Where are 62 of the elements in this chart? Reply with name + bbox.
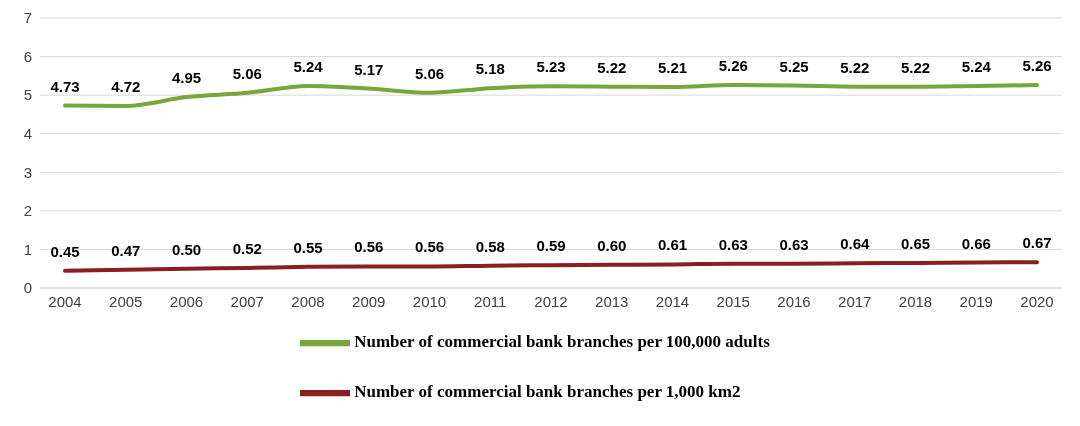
x-tick-label: 2015 (716, 292, 750, 310)
line-series (63, 260, 1039, 273)
legend-label: Number of commercial bank branches per 1,000 km2 (354, 381, 741, 401)
data-label: 5.06 (232, 64, 262, 82)
data-label: 0.55 (293, 238, 323, 256)
data-label: 0.47 (111, 241, 141, 259)
data-label: 5.25 (779, 57, 809, 75)
x-tick-label: 2004 (48, 292, 82, 310)
x-tick-label: 2008 (291, 292, 325, 310)
data-label: 5.24 (961, 57, 992, 75)
data-label: 0.58 (475, 237, 505, 255)
data-label: 5.21 (657, 59, 688, 77)
data-label: 0.52 (232, 239, 262, 257)
y-tick-label: 5 (23, 86, 32, 104)
data-label: 5.26 (1022, 57, 1052, 75)
x-tick-label: 2019 (959, 292, 993, 310)
y-tick-label: 2 (23, 202, 32, 220)
data-label: 0.61 (657, 236, 688, 254)
data-label: 0.56 (414, 238, 445, 256)
data-label: 5.18 (475, 60, 505, 78)
y-tick-label: 0 (23, 279, 32, 297)
data-label: 0.45 (50, 242, 80, 260)
data-label: 5.26 (718, 57, 748, 75)
y-tick-label: 7 (23, 9, 32, 27)
data-label: 5.06 (414, 64, 445, 82)
x-tick-label: 2020 (1020, 292, 1054, 310)
x-tick-label: 2013 (595, 292, 629, 310)
y-tick-label: 1 (23, 240, 32, 258)
x-tick-label: 2012 (534, 292, 568, 310)
data-label: 0.64 (840, 235, 870, 253)
data-label: 4.95 (171, 69, 202, 87)
data-label: 5.17 (354, 60, 384, 78)
data-label: 4.72 (111, 77, 141, 95)
x-tick-label: 2011 (474, 292, 507, 310)
data-label: 5.23 (536, 58, 566, 76)
x-tick-label: 2006 (169, 292, 204, 310)
x-tick-label: 2010 (412, 292, 447, 310)
x-tick-label: 2017 (838, 292, 872, 310)
data-label: 5.22 (840, 58, 870, 76)
x-tick-label: 2009 (352, 292, 386, 310)
data-label: 0.56 (354, 238, 384, 256)
x-tick-label: 2007 (230, 292, 264, 310)
data-label: 5.24 (293, 57, 324, 75)
data-label: 0.65 (900, 234, 931, 252)
data-label: 0.66 (961, 234, 991, 252)
data-label: 0.50 (171, 240, 202, 258)
y-tick-label: 6 (23, 47, 32, 65)
x-tick-label: 2018 (898, 292, 933, 310)
legend-label: Number of commercial bank branches per 100,000 adults (354, 331, 770, 351)
data-label: 4.73 (50, 77, 80, 95)
x-tick-label: 2005 (109, 292, 143, 310)
data-label: 5.22 (597, 58, 627, 76)
data-label: 0.63 (779, 235, 809, 253)
data-label: 0.59 (536, 237, 566, 255)
data-label: 0.60 (597, 236, 627, 254)
y-tick-label: 3 (23, 163, 32, 181)
data-label: 0.67 (1022, 234, 1052, 252)
x-tick-label: 2014 (655, 292, 690, 310)
data-label: 0.63 (718, 235, 748, 253)
y-tick-label: 4 (23, 125, 32, 143)
x-tick-label: 2016 (777, 292, 811, 310)
data-label: 5.22 (900, 58, 931, 76)
